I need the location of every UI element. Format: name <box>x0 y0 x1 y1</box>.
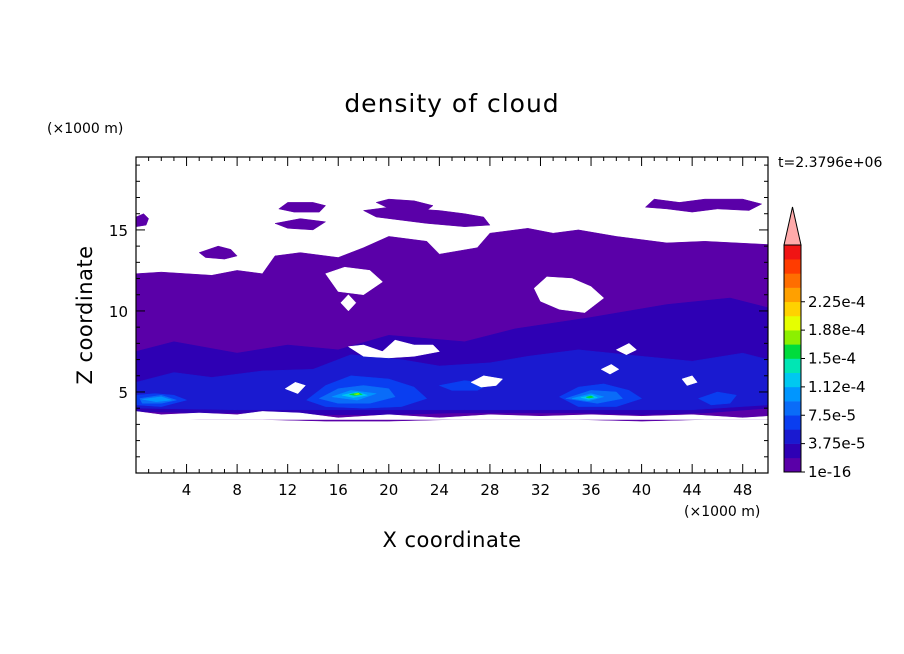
cloud-region-level--1-4 <box>347 339 440 359</box>
y-tick-label: 10 <box>109 303 128 321</box>
x-tick-label: 8 <box>232 481 242 499</box>
colorbar-swatch <box>784 429 801 444</box>
colorbar-label: 1.12e-4 <box>808 378 866 396</box>
colorbar-swatch <box>784 287 801 303</box>
cloud-region-level-0-4 <box>278 202 327 213</box>
x-tick-label: 48 <box>733 481 752 499</box>
colorbar-swatch <box>784 386 801 402</box>
cloud-region-level--1-1 <box>533 276 605 313</box>
time-label: t=2.3796e+06 <box>778 155 882 171</box>
colorbar-label: 7.5e-5 <box>808 406 856 424</box>
y-tick-label: 5 <box>118 384 128 402</box>
cloud-region-level-0-7 <box>136 213 149 227</box>
colorbar-swatch <box>784 273 801 288</box>
cloud-region-level--1-3 <box>136 411 768 420</box>
cloud-region-level--1-9 <box>681 375 698 386</box>
colorbar-label: 1.88e-4 <box>808 321 866 339</box>
colorbar-swatch <box>784 415 801 430</box>
y-axis: 5 10 15 <box>109 164 768 458</box>
colorbar-swatch <box>784 443 801 459</box>
x-tick-label: 16 <box>329 481 348 499</box>
colorbar-swatch <box>784 358 801 373</box>
colorbar-swatch <box>784 315 801 331</box>
x-tick-label: 40 <box>632 481 651 499</box>
colorbar-swatch <box>784 330 801 345</box>
colorbar-swatch <box>784 401 801 416</box>
colorbar-swatch <box>784 344 801 359</box>
x-tick-label: 4 <box>182 481 192 499</box>
cloud-region-level--1-7 <box>284 382 306 394</box>
x-tick-label: 20 <box>379 481 398 499</box>
colorbar-swatch <box>784 372 801 388</box>
cloud-region-level--1-8 <box>600 364 620 375</box>
colorbar-swatch <box>784 301 801 317</box>
x-unit-label: (×1000 m) <box>684 504 760 520</box>
colorbar-swatch <box>784 457 801 473</box>
x-tick-label: 12 <box>278 481 297 499</box>
x-axis: 4 8 12 16 20 24 28 32 36 40 44 48 <box>135 157 769 499</box>
colorbar-label: 3.75e-5 <box>808 435 866 453</box>
cloud-region-level-9-0 <box>353 393 361 395</box>
y-tick-label: 15 <box>109 222 128 240</box>
x-tick-label: 32 <box>531 481 550 499</box>
cloud-region-level--1-2 <box>340 294 357 312</box>
cloud-region-level-0-2 <box>274 218 327 231</box>
y-unit-label: (×1000 m) <box>47 121 123 137</box>
x-tick-label: 28 <box>480 481 499 499</box>
contour-field <box>136 198 768 422</box>
cloud-region-level--1-6 <box>615 343 637 355</box>
cloud-region-level--1-0 <box>325 266 383 295</box>
cloud-region-level-0-6 <box>644 198 763 213</box>
colorbar-label: 1.5e-4 <box>808 350 856 368</box>
x-axis-title: X coordinate <box>382 528 521 552</box>
colorbar-swatch <box>784 259 801 274</box>
colorbar-label: 1e-16 <box>808 463 851 481</box>
cloud-region-level--1-5 <box>470 375 504 388</box>
cloud-region-level-5-0 <box>142 396 172 402</box>
cloud-region-level-0-1 <box>198 245 238 260</box>
colorbar-swatch <box>784 245 801 260</box>
cloud-region-level-0-5 <box>375 198 434 211</box>
x-tick-label: 36 <box>581 481 600 499</box>
x-tick-label: 44 <box>683 481 702 499</box>
cloud-region-level-8-1 <box>585 395 595 399</box>
colorbar: 2.25e-4 1.88e-4 1.5e-4 1.12e-4 7.5e-5 3.75e-5… <box>783 206 866 481</box>
colorbar-extend-arrow <box>783 206 802 246</box>
colorbar-label: 2.25e-4 <box>808 293 866 311</box>
cloud-region-level-3-3 <box>697 391 737 406</box>
y-axis-title: Z coordinate <box>73 245 97 384</box>
chart-title: density of cloud <box>344 89 559 118</box>
x-tick-label: 24 <box>430 481 449 499</box>
